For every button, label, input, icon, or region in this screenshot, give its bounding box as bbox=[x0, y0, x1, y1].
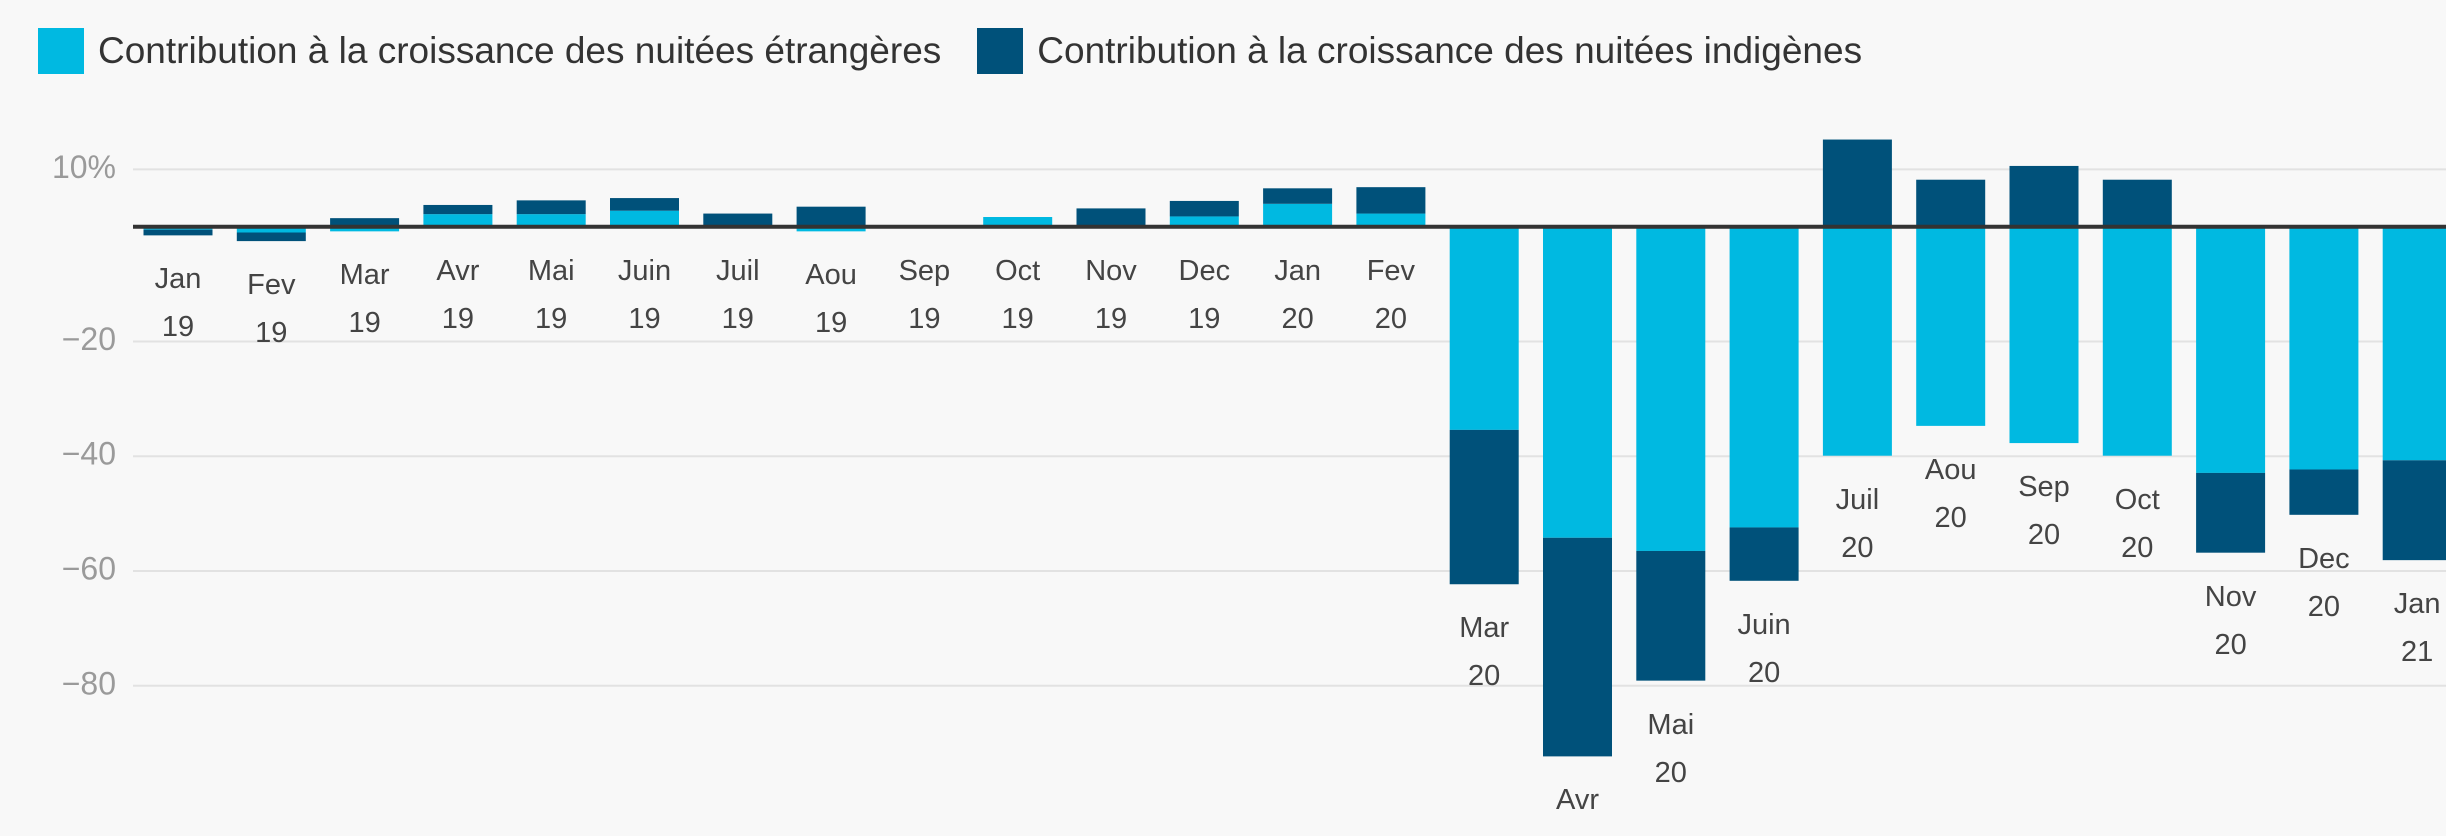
x-tick-label: Juil 20 bbox=[1835, 483, 1880, 564]
x-tick-label: Nov 19 bbox=[1085, 254, 1137, 335]
legend-swatch bbox=[38, 28, 84, 74]
x-tick-label: Mar 19 bbox=[339, 259, 390, 340]
bar bbox=[1729, 527, 1799, 581]
x-tick-label: Fev 20 bbox=[1366, 254, 1416, 335]
bar bbox=[1636, 226, 1706, 551]
bar bbox=[2196, 226, 2266, 473]
legend: Contribution à la croissance des nuitées… bbox=[38, 28, 1862, 74]
bar bbox=[2196, 472, 2266, 553]
y-tick-label: 10% bbox=[52, 149, 116, 185]
bar bbox=[330, 218, 400, 227]
bar bbox=[1636, 550, 1706, 681]
x-tick-label: Oct 20 bbox=[2114, 483, 2160, 564]
y-tick-label: −40 bbox=[62, 436, 116, 472]
bar bbox=[1263, 188, 1333, 204]
x-tick-label: Sep 20 bbox=[2018, 471, 2070, 552]
bar bbox=[1729, 226, 1799, 528]
bar bbox=[1356, 187, 1426, 214]
x-tick-label: Jan 21 bbox=[2393, 588, 2441, 669]
x-tick-label: Sep 19 bbox=[898, 254, 951, 335]
x-tick-label: Oct 19 bbox=[995, 254, 1041, 335]
bar bbox=[1449, 226, 1519, 430]
legend-label: Contribution à la croissance des nuitées… bbox=[98, 30, 942, 71]
x-tick-label: Nov 20 bbox=[2204, 580, 2257, 661]
legend-item: Contribution à la croissance des nuitées… bbox=[38, 28, 941, 74]
bar bbox=[2009, 226, 2079, 444]
bar bbox=[983, 217, 1053, 227]
x-tick-label: Avr 19 bbox=[436, 254, 480, 335]
bar bbox=[796, 206, 866, 227]
bar bbox=[1449, 429, 1519, 585]
bar bbox=[1543, 226, 1612, 538]
x-tick-label: Fev 19 bbox=[247, 269, 296, 350]
bar bbox=[2382, 460, 2446, 561]
bar bbox=[516, 214, 586, 227]
y-tick-label: −80 bbox=[62, 665, 116, 701]
bar bbox=[610, 210, 679, 227]
y-tick-label: −20 bbox=[62, 321, 116, 357]
bar bbox=[2009, 165, 2079, 227]
bar bbox=[1169, 216, 1239, 227]
legend-swatch bbox=[977, 28, 1024, 74]
x-tick-label: Juin 19 bbox=[617, 254, 672, 335]
bar bbox=[2382, 226, 2446, 461]
bar bbox=[423, 214, 493, 227]
bar bbox=[1263, 203, 1333, 227]
bar bbox=[236, 232, 306, 242]
bar bbox=[2289, 226, 2359, 470]
bar bbox=[2102, 179, 2172, 227]
x-tick-label: Jan 19 bbox=[154, 263, 202, 344]
bar bbox=[2289, 469, 2359, 515]
bar bbox=[610, 198, 679, 211]
bar bbox=[423, 204, 493, 215]
bar bbox=[1169, 200, 1239, 217]
bar bbox=[1822, 139, 1892, 227]
x-tick-label: Mai 20 bbox=[1647, 708, 1695, 789]
x-tick-label: Aou 19 bbox=[805, 259, 857, 340]
x-tick-label: Aou 20 bbox=[1924, 453, 1977, 534]
bar bbox=[1916, 179, 1986, 227]
x-tick-label: Mai 19 bbox=[527, 254, 575, 335]
bar bbox=[1356, 213, 1426, 227]
x-tick-label: Dec 20 bbox=[2298, 542, 2350, 623]
bar bbox=[2102, 226, 2172, 456]
legend-label: Contribution à la croissance des nuitées… bbox=[1037, 30, 1863, 71]
legend-item: Contribution à la croissance des nuitées… bbox=[977, 28, 1862, 74]
x-tick-label: Juil 19 bbox=[716, 254, 760, 335]
bar bbox=[1822, 226, 1892, 456]
bar bbox=[703, 213, 773, 226]
bar bbox=[1076, 208, 1146, 226]
bar bbox=[516, 200, 586, 215]
x-tick-label: Mar 20 bbox=[1459, 612, 1510, 693]
x-tick-label: Jan 20 bbox=[1274, 254, 1321, 335]
bar bbox=[330, 226, 400, 232]
bar bbox=[143, 229, 213, 236]
bar bbox=[1916, 226, 1986, 426]
x-tick-label: Juin 20 bbox=[1737, 608, 1791, 689]
bar bbox=[796, 226, 866, 232]
bar bbox=[1543, 537, 1612, 757]
x-tick-label: Avr 20 bbox=[1556, 784, 1599, 836]
x-tick-label: Dec 19 bbox=[1178, 254, 1231, 335]
bar bbox=[236, 226, 306, 233]
y-tick-label: −60 bbox=[62, 551, 116, 587]
